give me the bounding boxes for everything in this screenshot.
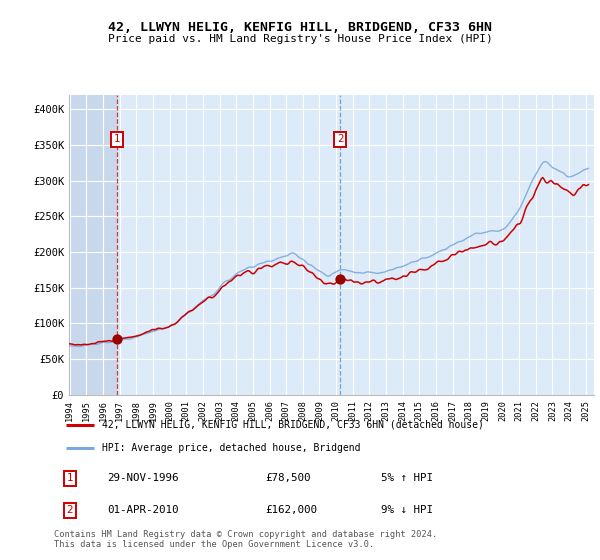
Text: £78,500: £78,500 <box>265 473 311 483</box>
Text: HPI: Average price, detached house, Bridgend: HPI: Average price, detached house, Brid… <box>101 444 360 454</box>
Text: 9% ↓ HPI: 9% ↓ HPI <box>382 506 433 516</box>
Text: 2: 2 <box>337 134 344 144</box>
Text: Price paid vs. HM Land Registry's House Price Index (HPI): Price paid vs. HM Land Registry's House … <box>107 34 493 44</box>
Text: 1: 1 <box>67 473 73 483</box>
Bar <box>70 95 117 395</box>
Text: £162,000: £162,000 <box>265 506 317 516</box>
Text: 29-NOV-1996: 29-NOV-1996 <box>107 473 178 483</box>
Text: 1: 1 <box>113 134 120 144</box>
Text: 5% ↑ HPI: 5% ↑ HPI <box>382 473 433 483</box>
Text: 01-APR-2010: 01-APR-2010 <box>107 506 178 516</box>
Text: 42, LLWYN HELIG, KENFIG HILL, BRIDGEND, CF33 6HN (detached house): 42, LLWYN HELIG, KENFIG HILL, BRIDGEND, … <box>101 419 484 430</box>
Text: 2: 2 <box>67 506 73 516</box>
Text: Contains HM Land Registry data © Crown copyright and database right 2024.
This d: Contains HM Land Registry data © Crown c… <box>54 530 437 549</box>
Text: 42, LLWYN HELIG, KENFIG HILL, BRIDGEND, CF33 6HN: 42, LLWYN HELIG, KENFIG HILL, BRIDGEND, … <box>108 21 492 34</box>
Point <box>335 275 345 284</box>
Point <box>112 334 122 343</box>
